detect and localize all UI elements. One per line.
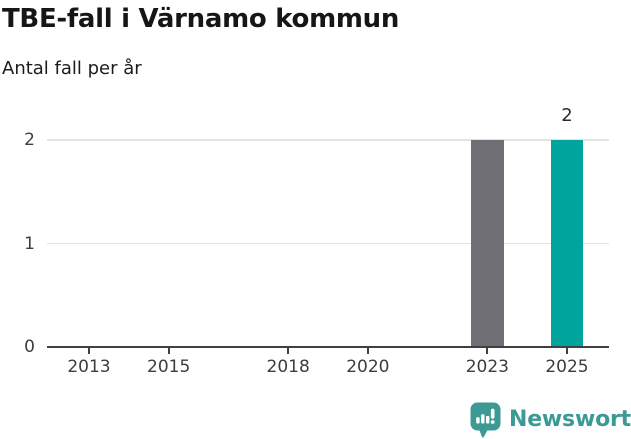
- x-tick-label-2020: 2020: [346, 357, 390, 377]
- x-tick-mark-2020: [366, 348, 369, 354]
- bar-2025: [550, 140, 584, 347]
- y-tick-label-1: 1: [24, 233, 35, 254]
- x-tick-mark-2015: [167, 348, 170, 354]
- x-tick-mark-2018: [287, 348, 289, 354]
- gridline-y1: [47, 242, 609, 245]
- bar-2023: [471, 140, 504, 347]
- gridline-y2: [47, 139, 609, 141]
- x-tick-label-2013: 2013: [67, 357, 111, 377]
- x-tick-label-2023: 2023: [465, 357, 509, 377]
- newsworthy-logo[interactable]: Newsworthy: [469, 401, 631, 438]
- newsworthy-chart-bubble-icon: [470, 402, 501, 438]
- x-tick-mark-2013: [88, 348, 90, 354]
- chart-title: TBE-fall i Värnamo kommun: [2, 4, 400, 34]
- bar-value-label-2025: 2: [561, 105, 573, 126]
- y-tick-label-2: 2: [24, 130, 35, 150]
- x-tick-mark-2025: [566, 348, 568, 354]
- x-axis-line: [47, 346, 609, 349]
- chart-subtitle: Antal fall per år: [2, 58, 142, 79]
- brand-name: Newsworthy: [509, 407, 631, 432]
- y-tick-label-0: 0: [24, 337, 35, 357]
- x-tick-label-2018: 2018: [266, 357, 310, 377]
- x-tick-mark-2023: [486, 348, 489, 354]
- x-tick-label-2025: 2025: [545, 357, 589, 377]
- x-tick-label-2015: 2015: [147, 357, 191, 377]
